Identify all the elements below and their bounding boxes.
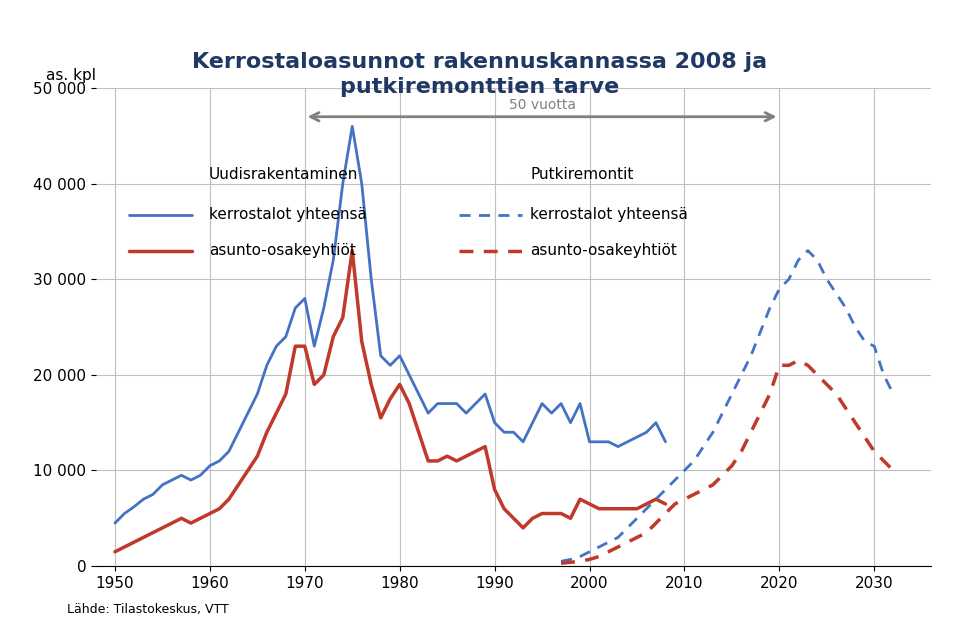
Text: Lähde: Tilastokeskus, VTT: Lähde: Tilastokeskus, VTT	[67, 603, 228, 616]
Text: asunto-osakeyhtiöt: asunto-osakeyhtiöt	[208, 243, 355, 258]
Text: asunto-osakeyhtiöt: asunto-osakeyhtiöt	[530, 243, 677, 258]
Text: Kerrostaloasunnot rakennuskannassa 2008 ja: Kerrostaloasunnot rakennuskannassa 2008 …	[192, 52, 768, 72]
Text: kerrostalot yhteensä: kerrostalot yhteensä	[208, 207, 367, 222]
Text: 50 vuotta: 50 vuotta	[509, 98, 576, 112]
Text: 12.10.2010: 12.10.2010	[709, 15, 788, 29]
Text: 4: 4	[801, 13, 812, 31]
Text: Putkiremontit: Putkiremontit	[530, 167, 634, 182]
Text: kerrostalot yhteensä: kerrostalot yhteensä	[530, 207, 688, 222]
Text: Uudisrakentaminen: Uudisrakentaminen	[208, 167, 358, 182]
Text: putkiremonttien tarve: putkiremonttien tarve	[341, 77, 619, 97]
Text: as. kpl: as. kpl	[46, 69, 96, 83]
